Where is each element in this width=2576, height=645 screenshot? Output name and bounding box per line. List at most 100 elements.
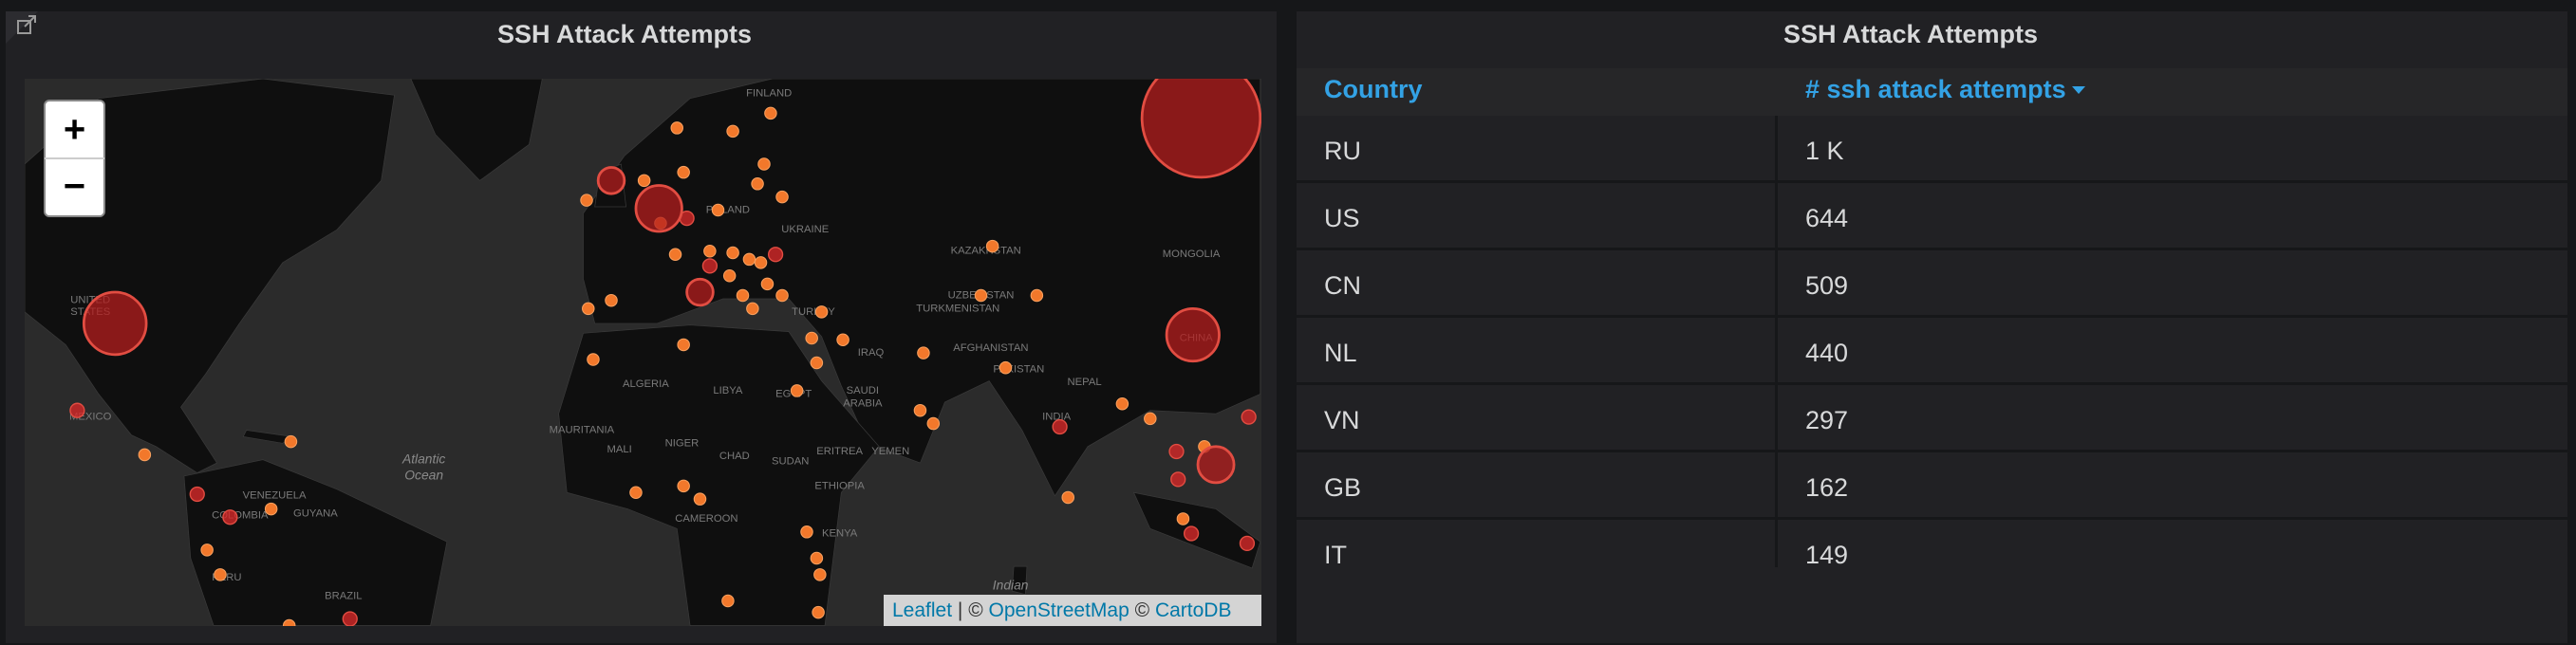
row-separator	[1297, 248, 2567, 250]
table-cell: VN	[1324, 406, 1360, 434]
country-marker	[685, 277, 715, 307]
row-separator	[1297, 382, 2567, 385]
zoom-out[interactable]: −	[64, 166, 85, 208]
map-marker	[668, 248, 682, 261]
zoom-in[interactable]: +	[64, 109, 85, 151]
column-divider	[1775, 385, 1778, 450]
attribution-link[interactable]: OpenStreetMap	[989, 599, 1129, 621]
country-marker	[82, 290, 148, 357]
map-label: CHAD	[719, 451, 750, 462]
map-marker	[767, 247, 784, 263]
table-cell: RU	[1324, 137, 1361, 165]
map-marker	[670, 121, 683, 135]
map-label: UKRAINE	[781, 224, 830, 235]
map-marker	[1239, 535, 1256, 552]
map-marker	[693, 492, 707, 506]
map-marker	[836, 333, 849, 347]
table-cell: NL	[1324, 339, 1357, 367]
attribution-box	[884, 595, 1261, 626]
table-cell: 440	[1805, 339, 1848, 367]
map-marker	[812, 605, 825, 619]
table-cell: 509	[1805, 271, 1848, 300]
map-label: INDIA	[1042, 412, 1071, 423]
map-label: KENYA	[822, 528, 858, 540]
map-marker	[138, 448, 152, 462]
map-marker	[282, 618, 296, 626]
map-marker	[751, 177, 764, 191]
table-cell: 149	[1805, 541, 1848, 569]
country-marker	[634, 184, 683, 233]
map-marker	[582, 302, 595, 316]
map-label: FINLAND	[746, 88, 792, 100]
map-marker	[1144, 412, 1157, 426]
map-marker	[1241, 409, 1257, 425]
map-marker	[677, 338, 690, 352]
map-marker	[813, 568, 827, 581]
map-marker	[214, 568, 227, 581]
table-row	[1297, 385, 2567, 450]
map-marker	[999, 360, 1013, 375]
map-label: KAZAKHSTAN	[951, 246, 1021, 257]
map-marker	[264, 502, 278, 516]
map-marker	[189, 486, 205, 503]
attribution-link[interactable]: Leaflet	[892, 599, 952, 621]
map-marker	[587, 353, 600, 366]
map-marker	[810, 356, 824, 370]
country-marker	[1196, 445, 1236, 485]
map-label: NIGER	[665, 437, 700, 449]
map-label: TURKEY	[792, 306, 835, 318]
map-marker	[814, 305, 829, 319]
map-marker	[1176, 512, 1190, 525]
map-marker	[629, 486, 643, 500]
map-marker	[810, 551, 824, 565]
map-label: SUDAN	[772, 455, 809, 467]
table-row	[1297, 452, 2567, 517]
map-marker	[222, 509, 238, 525]
map-label: MALI	[607, 444, 632, 455]
column-header[interactable]: # ssh attack attempts	[1805, 75, 2066, 103]
map-label: YEMEN	[871, 446, 909, 457]
map-marker	[711, 203, 725, 217]
map-marker	[1030, 288, 1044, 303]
map-marker	[284, 434, 298, 449]
map-marker	[1052, 418, 1068, 435]
map-marker	[754, 256, 768, 269]
map-label: IRAQ	[858, 347, 885, 359]
table-header	[1297, 68, 2567, 116]
map-marker	[726, 124, 739, 138]
map-label: NEPAL	[1068, 377, 1102, 388]
map-marker	[677, 165, 690, 179]
map-label: CAMEROON	[675, 513, 737, 525]
row-separator	[1297, 517, 2567, 520]
map-marker	[580, 194, 593, 207]
attribution-text: | ©	[958, 599, 983, 621]
attribution-link[interactable]: CartoDB	[1155, 599, 1232, 621]
map-label: MONGOLIA	[1163, 249, 1221, 260]
map-marker	[746, 302, 759, 316]
map-label: BRAZIL	[325, 590, 362, 601]
map-marker	[701, 258, 719, 274]
table-row	[1297, 250, 2567, 315]
panel-title: SSH Attack Attempts	[1783, 20, 2038, 48]
column-divider	[1775, 520, 1778, 567]
table-cell: 644	[1805, 204, 1848, 232]
table-cell: 1 K	[1805, 137, 1844, 165]
attribution: Leaflet | © OpenStreetMap © CartoDB	[892, 599, 1231, 621]
table-body: RU 1 K US 644 CN 509 NL 440 VN 297 GB 162 IT 149	[1297, 116, 2567, 569]
map-marker	[1115, 397, 1129, 411]
column-header[interactable]: Country	[1324, 75, 1423, 103]
link-icon[interactable]	[17, 15, 36, 34]
table-row	[1297, 318, 2567, 382]
map-label: Ocean	[404, 468, 443, 483]
map-label: LIBYA	[713, 385, 743, 396]
map-label: Indian	[993, 578, 1029, 593]
map-marker	[677, 479, 690, 493]
map[interactable]: FINLANDUNITEDSTATESMEXICOKAZAKHSTANMONGO…	[25, 59, 1262, 631]
map-label: SAUDI	[847, 385, 879, 396]
map-marker	[637, 174, 651, 188]
map-marker	[69, 402, 85, 418]
sort-caret	[2072, 86, 2085, 94]
map-marker	[775, 190, 789, 204]
